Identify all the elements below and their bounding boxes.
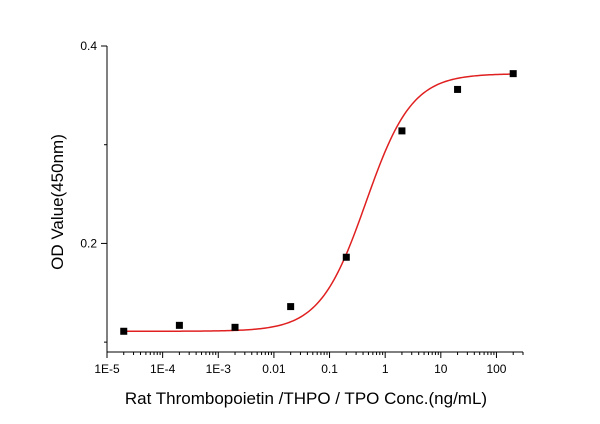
y-axis-title: OD Value(450nm) <box>48 134 67 270</box>
x-tick-label: 0.1 <box>321 362 338 376</box>
x-tick-label: 10 <box>434 362 448 376</box>
x-tick-label: 1 <box>382 362 389 376</box>
x-tick-label: 1E-5 <box>94 362 120 376</box>
fit-curve-group <box>123 73 514 333</box>
x-axis-title: Rat Thrombopoietin /THPO / TPO Conc.(ng/… <box>125 389 487 408</box>
x-tick-label: 1E-3 <box>206 362 232 376</box>
x-tick-label: 1E-4 <box>150 362 176 376</box>
data-point <box>509 70 517 78</box>
x-tick-label: 100 <box>486 362 506 376</box>
tick-labels: 1E-5 1E-4 1E-3 0.01 0.1 1 10 100 0.2 0.4 <box>80 39 506 376</box>
data-point <box>175 321 183 329</box>
data-point <box>342 253 350 261</box>
fit-curve <box>123 73 514 333</box>
data-point <box>454 85 462 93</box>
y-tick-label: 0.2 <box>80 236 97 250</box>
data-point <box>287 303 295 311</box>
axes <box>101 45 524 358</box>
data-points <box>120 70 517 335</box>
x-tick-label: 0.01 <box>262 362 286 376</box>
data-point <box>398 127 406 135</box>
data-point <box>120 327 128 335</box>
data-point <box>231 323 239 331</box>
y-tick-label: 0.4 <box>80 39 97 53</box>
